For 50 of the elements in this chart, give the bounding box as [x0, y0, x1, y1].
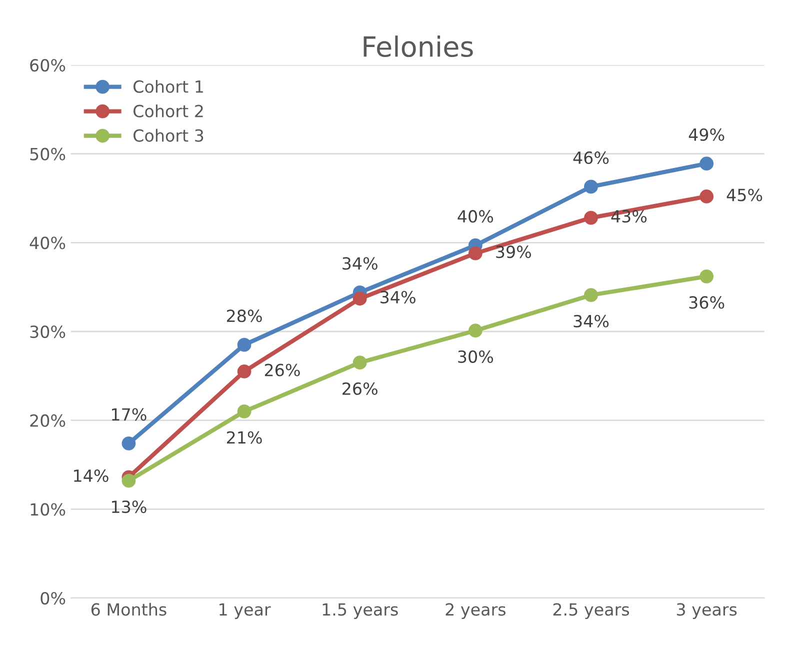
point	[468, 246, 482, 260]
y-tick-label: 30%	[30, 325, 66, 338]
y-tick-label: 0%	[40, 592, 66, 605]
point	[584, 180, 598, 194]
data-label: 34%	[342, 257, 378, 270]
x-tick-label: 1 year	[220, 603, 271, 619]
point	[700, 190, 714, 204]
y-tick-label: 20%	[30, 414, 66, 427]
legend-label: Cohort 3	[134, 128, 204, 142]
data-label: 40%	[458, 210, 494, 223]
point	[122, 474, 136, 488]
point	[584, 210, 598, 225]
data-label: 21%	[226, 431, 262, 444]
x-tick-label: 1.5 years	[322, 603, 398, 619]
data-label: 39%	[496, 246, 531, 258]
legend-label: Cohort 1	[134, 80, 203, 93]
data-label: 17%	[112, 408, 146, 421]
data-label: 26%	[264, 364, 300, 376]
point	[237, 364, 252, 378]
chart-title: Felonies	[364, 36, 473, 58]
data-label: 49%	[688, 128, 724, 141]
x-tick-label: 6 Months	[91, 602, 166, 616]
point	[584, 288, 598, 302]
x-tick-label: 3 years	[676, 603, 737, 619]
data-label: 46%	[573, 151, 609, 164]
data-label: 34%	[574, 314, 609, 328]
point	[700, 156, 714, 171]
data-label: 14%	[74, 469, 108, 482]
data-label: 36%	[689, 296, 724, 309]
point	[237, 338, 252, 352]
legend-label: Cohort 2	[134, 104, 203, 118]
data-label: 30%	[458, 350, 494, 363]
y-tick-label: 60%	[30, 58, 66, 72]
data-label: 28%	[226, 310, 262, 322]
y-tick-label: 40%	[30, 236, 66, 250]
y-tick-label: 10%	[30, 503, 66, 516]
point	[352, 292, 367, 306]
point	[352, 356, 367, 370]
point	[700, 269, 714, 284]
point	[468, 324, 482, 338]
point	[237, 404, 252, 418]
data-label: 13%	[112, 500, 146, 514]
data-label: 26%	[342, 382, 378, 395]
x-tick-label: 2 years	[446, 603, 506, 619]
y-tick-label: 50%	[30, 148, 66, 160]
point	[122, 436, 136, 450]
data-label: 45%	[726, 188, 762, 202]
data-label: 34%	[380, 290, 416, 304]
data-label: 43%	[611, 210, 647, 223]
x-tick-label: 2.5 years	[553, 603, 630, 619]
